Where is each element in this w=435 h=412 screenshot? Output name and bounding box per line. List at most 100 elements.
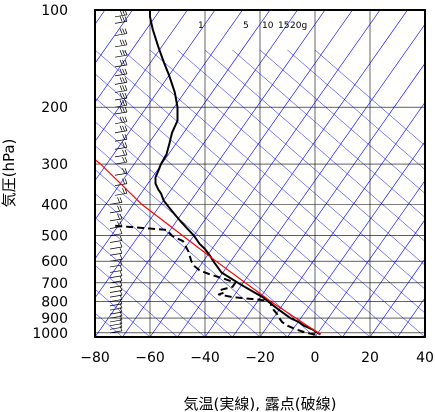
wind-barb	[109, 314, 123, 323]
y-tick-label: 100	[41, 3, 68, 19]
wind-barb	[114, 125, 128, 134]
wind-barb	[109, 197, 123, 205]
wind-barb	[109, 318, 123, 327]
wind-barb	[114, 68, 128, 77]
adiabat-line	[232, 49, 425, 218]
isotherm-line	[342, 219, 425, 337]
wind-barb	[109, 228, 123, 237]
temperature-line	[149, 10, 322, 336]
mixing-ratio-label: 20g	[290, 21, 307, 31]
profile-lines	[95, 10, 322, 336]
adiabat-line	[95, 121, 343, 337]
isotherm-line	[149, 10, 381, 337]
adiabat-line	[95, 169, 288, 337]
wind-barb	[114, 106, 128, 115]
dewpoint-line	[111, 224, 316, 336]
x-axis-label: 気温(実線), 露点(破線)	[184, 395, 337, 412]
adiabat-line	[95, 217, 233, 337]
mixing-ratio-label: 15	[278, 21, 289, 31]
isotherm-line	[424, 336, 425, 337]
y-tick-label: 500	[41, 229, 68, 245]
isotherm-line	[95, 10, 271, 260]
isotherm-line	[204, 23, 425, 337]
wind-barb	[109, 265, 123, 273]
mixing-ratio-labels: 1 5 10 15 20g	[198, 21, 307, 31]
wind-barb	[114, 59, 128, 68]
isotherm-line	[95, 10, 161, 103]
wind-barb	[115, 10, 118, 11]
x-tick-label: 0	[311, 350, 320, 366]
isotherm-line	[369, 258, 425, 337]
isotherm-line	[259, 101, 425, 337]
adiabat-line	[177, 49, 425, 266]
isotherm-line	[95, 10, 243, 221]
adiabat-line	[287, 49, 425, 170]
wind-barb	[114, 92, 128, 101]
wind-barb	[114, 142, 128, 150]
mixing-ratio-label: 5	[243, 21, 249, 31]
wind-barb	[114, 39, 128, 48]
x-tick-label: −60	[135, 350, 165, 366]
wind-barb	[114, 77, 128, 85]
x-tick-label: 20	[361, 350, 379, 366]
x-tick-label: −80	[80, 350, 110, 366]
wind-barb	[114, 116, 128, 125]
wind-barb	[109, 325, 123, 334]
y-tick-label: 400	[41, 197, 68, 213]
wind-barb	[114, 85, 128, 93]
wind-barb	[114, 156, 128, 165]
wind-barb	[109, 248, 123, 256]
y-tick-label: 600	[41, 254, 68, 270]
wind-barb	[114, 28, 128, 36]
adiabat-line	[95, 73, 398, 337]
adiabat-line	[149, 49, 425, 290]
y-axis-label: 気圧(hPa)	[0, 139, 18, 208]
wind-barb	[109, 275, 123, 284]
wind-barb	[114, 134, 128, 142]
adiabat-line	[122, 49, 425, 314]
wind-barb	[109, 241, 123, 250]
isotherm-line	[397, 297, 425, 337]
wind-barb	[109, 280, 123, 289]
wind-barb	[109, 259, 123, 268]
mixing-ratio-label: 1	[198, 21, 204, 31]
y-tick-label: 700	[41, 276, 68, 292]
adiabat-line	[314, 49, 425, 146]
y-tick-label: 1000	[32, 326, 68, 342]
wind-barb	[114, 50, 128, 58]
isotherm-line	[314, 180, 425, 337]
isotherm-line	[95, 10, 188, 143]
parcel-line	[95, 159, 321, 335]
x-tick-labels: −80 −60 −40 −20 0 20 40	[80, 350, 434, 366]
isotherm-line	[122, 10, 353, 337]
wind-barb	[114, 100, 128, 108]
wind-barb	[109, 322, 123, 330]
x-tick-label: −40	[190, 350, 220, 366]
wind-barb	[114, 168, 128, 176]
isotherm-line	[287, 140, 425, 337]
adiabat-line	[259, 49, 425, 194]
wind-barb	[114, 16, 128, 24]
wind-barb	[109, 307, 123, 315]
y-tick-label: 200	[41, 100, 68, 116]
adiabat-line	[95, 288, 151, 337]
grid-lines	[95, 10, 425, 337]
wind-barb	[114, 188, 128, 196]
mixing-ratio-label: 10	[262, 21, 274, 31]
wind-barb	[109, 213, 123, 222]
wind-barb	[109, 254, 123, 262]
isotherm-line	[95, 10, 216, 182]
wind-barb	[114, 149, 128, 158]
wind-barb	[109, 235, 123, 243]
y-tick-label: 800	[41, 295, 68, 311]
x-tick-label: 40	[416, 350, 434, 366]
x-tick-label: −20	[245, 350, 275, 366]
wind-barb	[109, 270, 123, 279]
wind-barb	[109, 205, 123, 214]
wind-barbs	[109, 10, 128, 334]
y-tick-label: 300	[41, 157, 68, 173]
y-tick-label: 900	[41, 311, 68, 327]
plot-frame	[94, 9, 426, 338]
